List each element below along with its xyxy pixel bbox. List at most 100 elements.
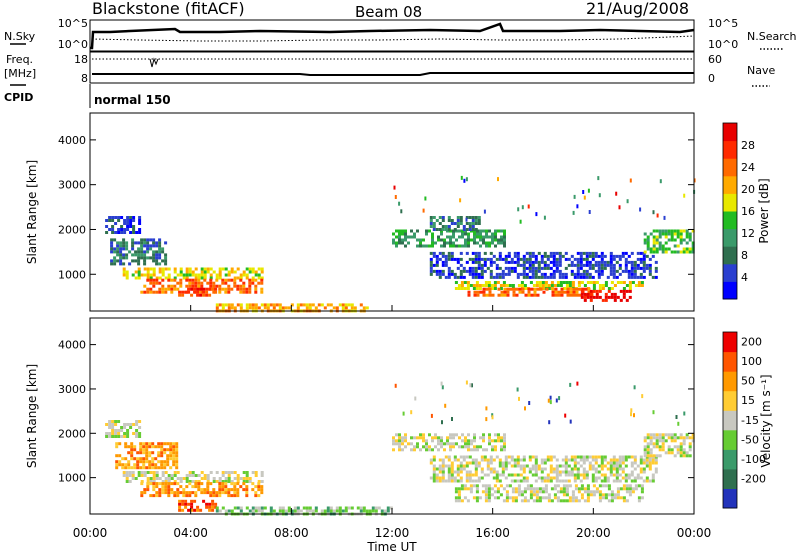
- velocity-colorbar-label: Velocity [m s⁻¹]: [759, 374, 773, 467]
- vel-cell: [628, 493, 632, 497]
- vel-cell: [618, 473, 622, 477]
- vel-cell: [654, 470, 658, 474]
- power-cell: [622, 289, 626, 293]
- vel-cell: [532, 499, 536, 503]
- power-cell: [579, 275, 583, 279]
- vel-cell: [516, 387, 519, 392]
- vel-cell: [245, 477, 249, 480]
- vel-cell: [573, 455, 577, 459]
- vel-cell: [600, 473, 604, 477]
- vel-cell: [541, 490, 545, 494]
- power-cell: [152, 250, 156, 254]
- power-cell: [149, 287, 153, 291]
- vel-cell: [425, 439, 428, 443]
- vel-cell: [452, 433, 455, 437]
- power-cell: [561, 272, 565, 276]
- power-cell: [513, 266, 517, 270]
- power-cell: [600, 269, 604, 273]
- power-cell: [609, 254, 613, 258]
- power-cell: [215, 276, 219, 280]
- power-cell: [572, 290, 576, 294]
- power-cell: [640, 281, 644, 284]
- vel-cell: [218, 477, 222, 480]
- vel-cell: [519, 458, 523, 462]
- power-cell: [488, 287, 492, 291]
- power-cell: [516, 272, 520, 276]
- vel-cell: [152, 477, 156, 480]
- vel-cell: [441, 476, 445, 480]
- power-cell: [444, 260, 448, 264]
- power-cell: [535, 281, 539, 284]
- vel-cell: [172, 460, 176, 464]
- vel-cell: [552, 455, 556, 459]
- power-cell: [143, 241, 147, 245]
- vel-cell: [654, 461, 658, 465]
- vel-cell: [105, 423, 109, 426]
- power-cell: [227, 303, 231, 307]
- vel-cell: [540, 476, 544, 480]
- vel-cell: [518, 396, 520, 401]
- power-cell: [233, 306, 237, 310]
- power-cell: [158, 241, 162, 245]
- power-cell: [500, 238, 503, 242]
- vel-cell: [167, 494, 171, 498]
- power-cell: [110, 241, 114, 245]
- vel-cell: [553, 496, 557, 500]
- power-cell: [137, 250, 141, 254]
- power-cell: [613, 292, 617, 296]
- vel-cell: [149, 482, 153, 486]
- power-cell: [146, 276, 150, 280]
- power-cell: [591, 254, 595, 258]
- vel-cell: [475, 496, 479, 500]
- power-cell: [227, 287, 231, 291]
- vel-cell: [260, 485, 264, 489]
- vel-cell: [683, 411, 686, 416]
- vel-cell: [257, 488, 261, 492]
- vel-cell: [664, 451, 668, 455]
- vel-cell: [111, 429, 115, 432]
- power-cell: [555, 269, 559, 273]
- vel-cell: [624, 473, 628, 477]
- power-cell: [624, 251, 628, 255]
- vel-cell: [549, 458, 553, 462]
- vel-cell: [359, 509, 363, 513]
- vel-cell: [260, 471, 264, 474]
- vel-cell: [200, 471, 204, 474]
- vel-cell: [447, 476, 451, 480]
- power-cell: [218, 287, 222, 291]
- power-cell: [230, 278, 234, 282]
- vel-cell: [163, 448, 167, 452]
- vel-cell: [449, 442, 452, 446]
- vel-cell: [149, 494, 153, 498]
- vel-cell: [534, 470, 538, 474]
- power-cell: [601, 284, 605, 287]
- power-cell: [512, 290, 516, 294]
- vel-cell: [227, 477, 231, 480]
- power-cell: [479, 244, 482, 248]
- vel-cell: [522, 467, 526, 471]
- vel-cell: [121, 463, 125, 467]
- power-cell: [164, 259, 168, 263]
- power-cell: [149, 238, 153, 242]
- power-cell: [432, 269, 436, 273]
- vel-cell: [612, 467, 616, 471]
- power-cell: [236, 267, 240, 271]
- power-cell: [505, 284, 509, 287]
- power-cell: [587, 290, 591, 294]
- power-cell: [498, 275, 502, 279]
- power-cell: [543, 272, 547, 276]
- power-cell: [609, 260, 613, 264]
- vel-cell: [585, 473, 589, 477]
- power-cell: [194, 278, 198, 282]
- vel-cell: [456, 464, 460, 468]
- vel-cell: [434, 433, 437, 437]
- power-cell: [450, 269, 454, 273]
- vel-cell: [618, 467, 622, 471]
- power-cell: [534, 254, 538, 258]
- power-cell: [137, 262, 141, 266]
- power-cell: [482, 293, 486, 297]
- power-cell: [458, 229, 461, 233]
- power-cell: [610, 281, 614, 284]
- vel-cell: [111, 432, 115, 435]
